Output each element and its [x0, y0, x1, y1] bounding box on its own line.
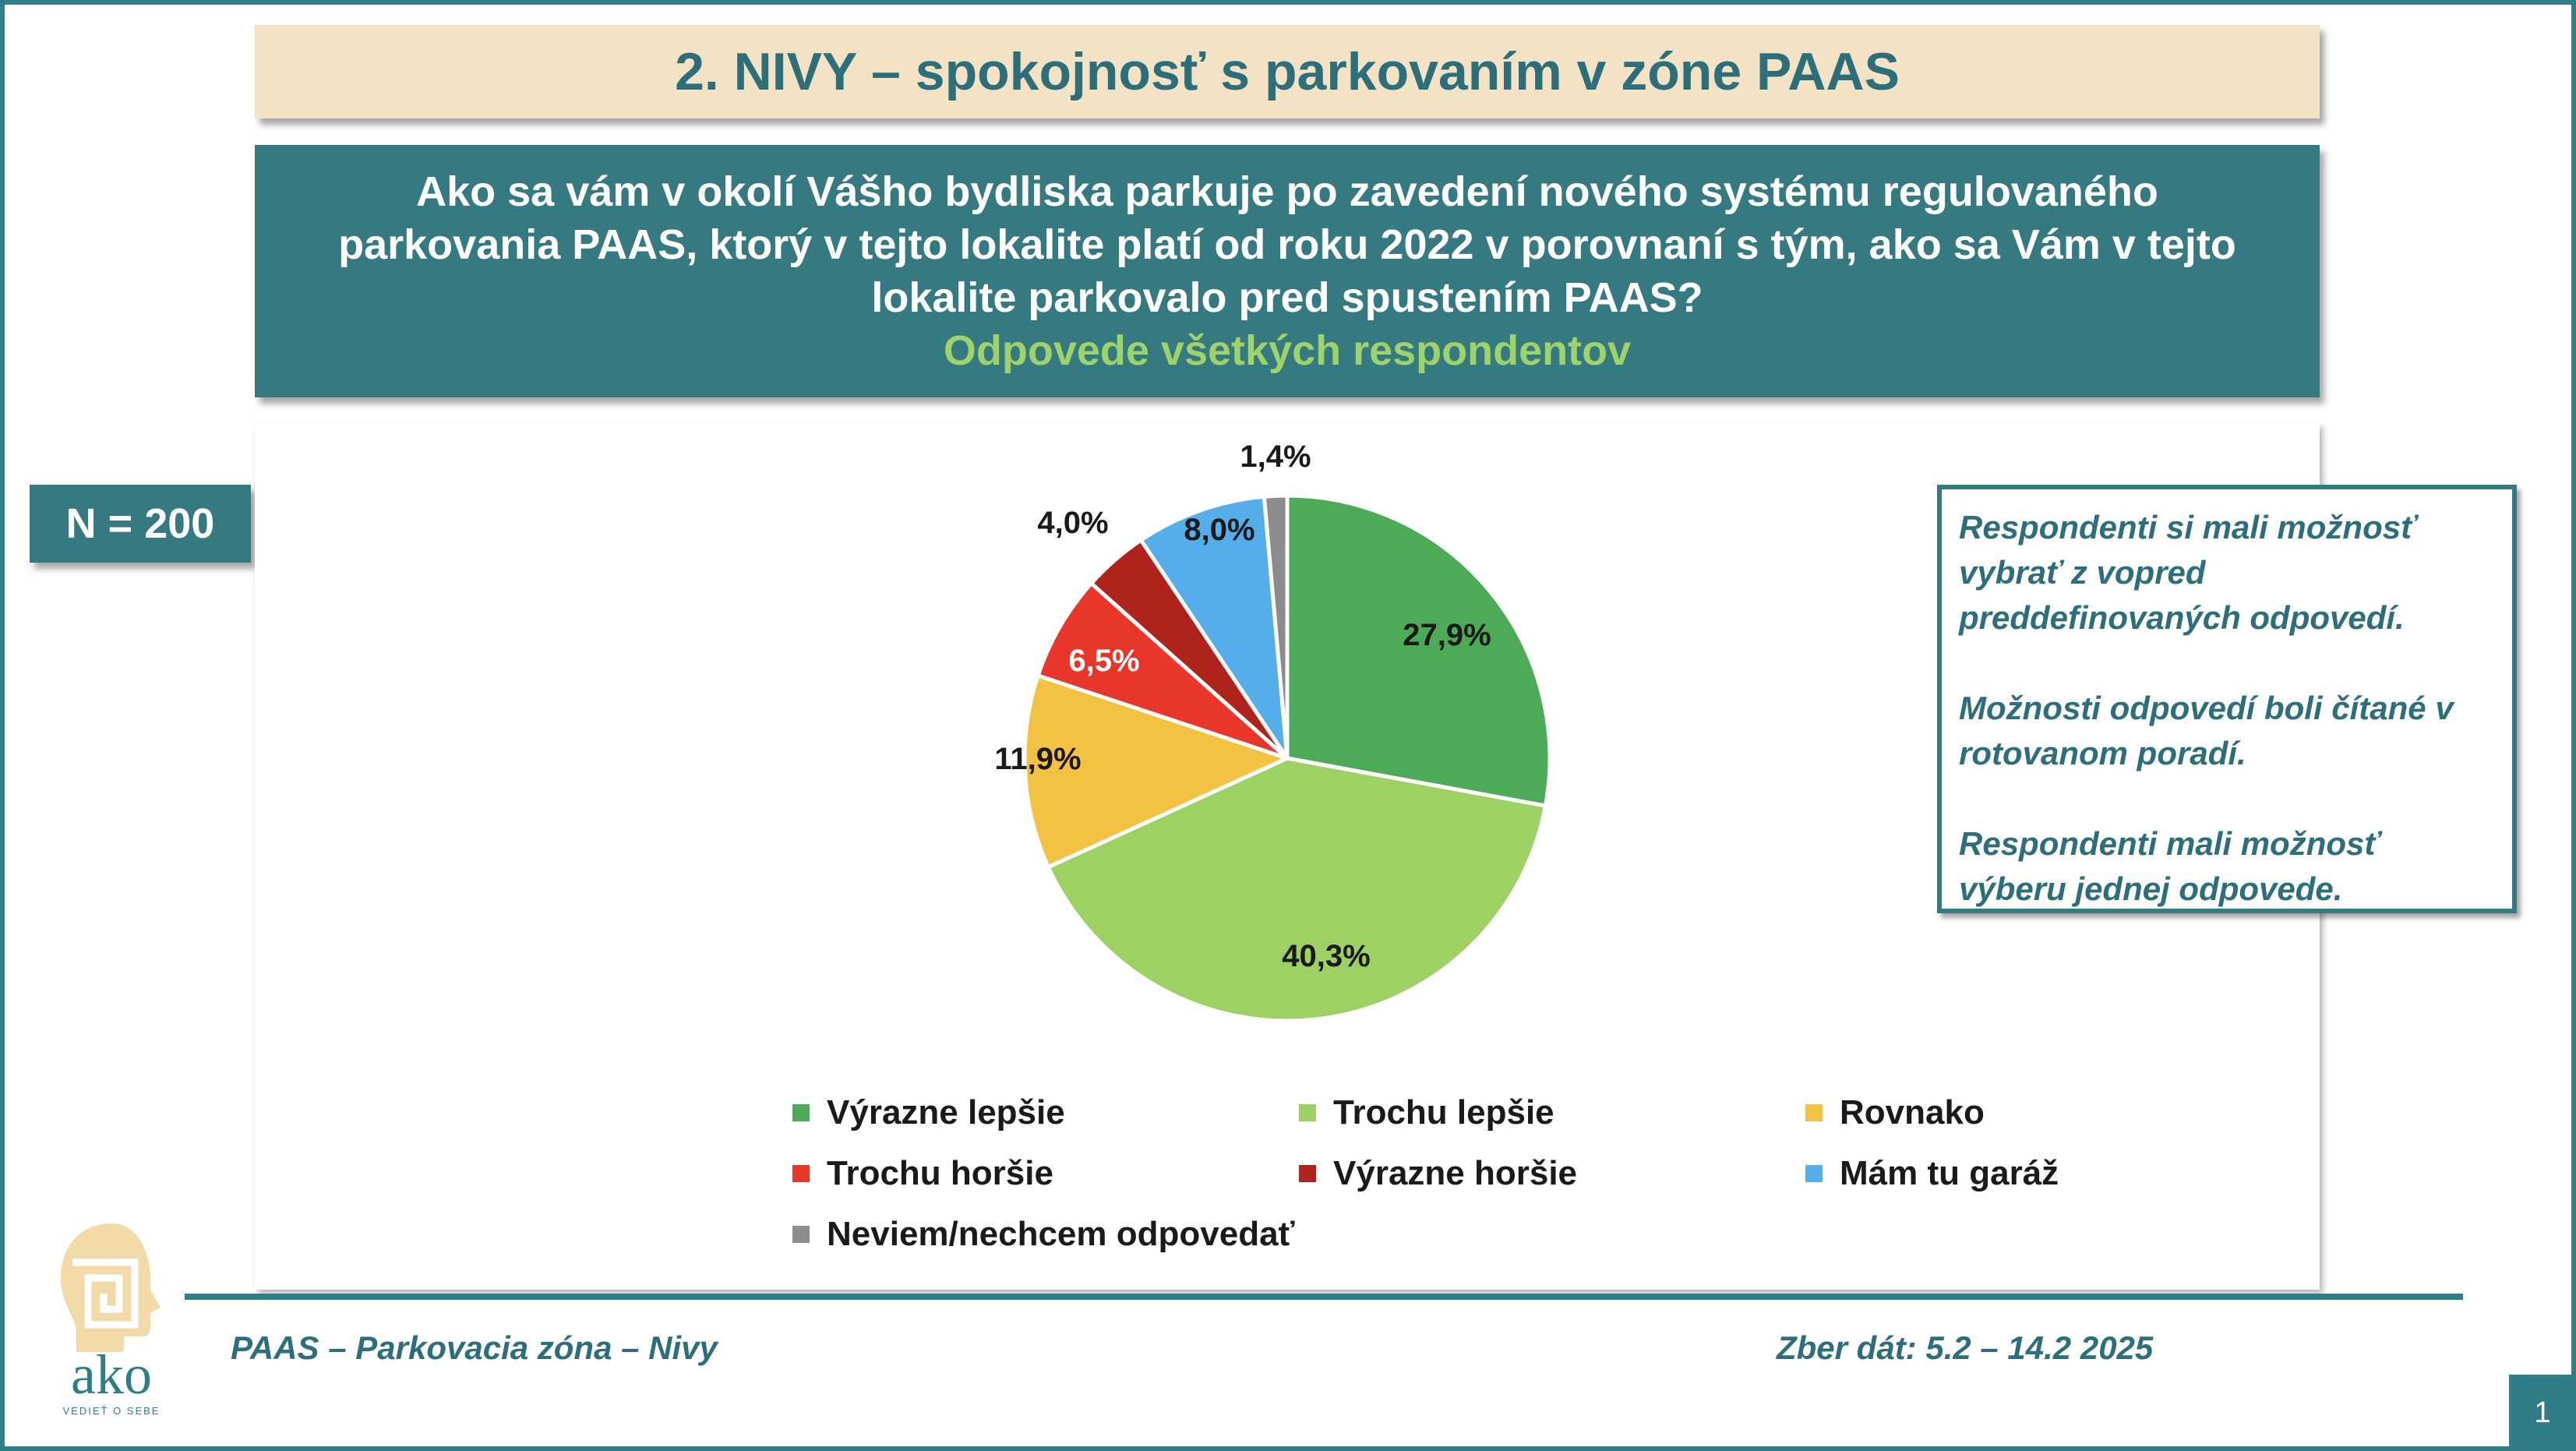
legend-item: Trochu horšie — [792, 1154, 1053, 1193]
legend-item: Trochu lepšie — [1299, 1093, 1554, 1132]
pie-data-label: 1,4% — [1240, 440, 1311, 474]
legend-label: Výrazne horšie — [1333, 1154, 1578, 1192]
legend-label: Trochu lepšie — [1333, 1093, 1554, 1131]
question-subtitle: Odpovede všetkých respondentov — [943, 327, 1632, 374]
slide-title: 2. NIVY – spokojnosť s parkovaním v zóne… — [255, 25, 2320, 118]
footer-project: PAAS – Parkovacia zóna – Nivy — [231, 1329, 718, 1366]
pie-slice — [1285, 493, 1552, 808]
pie-chart: 27,9% 40,3% 11,9% 6,5% 4,0% 8,0% 1,4% — [994, 440, 1552, 1023]
legend-swatch — [1299, 1165, 1316, 1182]
legend-swatch — [792, 1226, 810, 1243]
ako-logo: ako VEDIEŤ O SEBE — [61, 1223, 161, 1417]
legend-swatch — [792, 1165, 810, 1182]
legend-label: Výrazne lepšie — [827, 1093, 1065, 1131]
pie-data-label: 4,0% — [1037, 506, 1108, 540]
footer-collection-date: Zber dát: 5.2 – 14.2 2025 — [1777, 1329, 2154, 1366]
legend-swatch — [1805, 1104, 1823, 1121]
pie-data-label: 8,0% — [1184, 513, 1254, 547]
question-text: Ako sa vám v okolí Vášho bydliska parkuj… — [338, 168, 2236, 321]
legend-item: Výrazne lepšie — [792, 1093, 1065, 1132]
legend-label: Trochu horšie — [827, 1154, 1053, 1192]
legend-label: Mám tu garáž — [1840, 1154, 2059, 1192]
legend-item: Neviem/nechcem odpovedať — [792, 1215, 1295, 1254]
pie-slice — [1262, 493, 1290, 759]
logo-tagline: VEDIEŤ O SEBE — [63, 1405, 161, 1417]
legend-label: Rovnako — [1840, 1093, 1985, 1131]
footer-divider — [185, 1294, 2463, 1300]
question-box: Ako sa vám v okolí Vášho bydliska parkuj… — [255, 145, 2320, 397]
logo-wordmark: ako — [71, 1343, 152, 1406]
pie-data-label: 11,9% — [994, 742, 1081, 776]
legend-swatch — [1299, 1104, 1316, 1121]
methodology-note: Respondenti si mali možnosť vybrať z vop… — [1937, 485, 2517, 913]
pie-data-label: 6,5% — [1068, 644, 1139, 678]
note-paragraph-2: Možnosti odpovedí boli čítané v rotovano… — [1959, 690, 2454, 771]
pie-slice — [1035, 581, 1289, 761]
legend-item: Výrazne horšie — [1299, 1154, 1577, 1193]
pie-data-label: 40,3% — [1282, 939, 1370, 973]
legend-swatch — [792, 1104, 810, 1121]
legend-item: Rovnako — [1805, 1093, 1985, 1132]
note-paragraph-3: Respondenti mali možnosť výberu jednej o… — [1959, 825, 2380, 907]
sample-size-badge: N = 200 — [30, 485, 251, 563]
pie-data-label: 27,9% — [1403, 618, 1491, 652]
note-paragraph-1: Respondenti si mali možnosť vybrať z vop… — [1959, 509, 2417, 636]
pie-slice — [1045, 756, 1548, 1023]
legend-label: Neviem/nechcem odpovedať — [827, 1215, 1295, 1253]
pie-slice — [1138, 494, 1290, 760]
page-number: 1 — [2509, 1375, 2576, 1451]
legend-swatch — [1805, 1165, 1823, 1182]
pie-slice — [1022, 673, 1293, 870]
legend-item: Mám tu garáž — [1805, 1154, 2059, 1193]
